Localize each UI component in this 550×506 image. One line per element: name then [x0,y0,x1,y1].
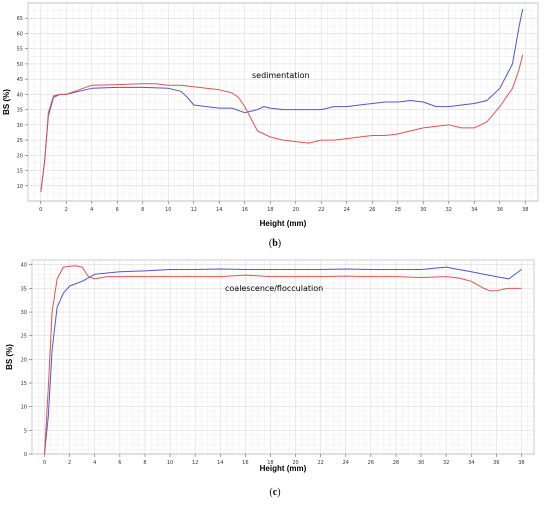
chart-c-x-tick-label: 12 [192,460,198,466]
chart-b-series-1-line [40,8,524,192]
chart-c-x-tick-label: 26 [368,460,374,466]
chart-b-y-tick-label: 15 [17,169,23,175]
chart-b-x-tick-label: 32 [446,207,452,213]
chart-b-caption: (b) [269,238,281,249]
caption-paren-open: ( [269,487,273,498]
chart-c-x-tick-label: 14 [217,460,223,466]
chart-c-x-tick-label: 20 [292,460,298,466]
chart-b-x-tick-label: 24 [344,207,350,213]
chart-b-y-axis-label: BS (%) [2,89,11,115]
chart-c-x-tick-label: 32 [443,460,449,466]
chart-b-x-tick-label: 14 [216,207,222,213]
chart-b-x-tick-label: 22 [318,207,324,213]
chart-b-x-tick-label: 20 [293,207,299,213]
chart-c-y-axis-label: BS (%) [5,344,14,370]
chart-c-y-tick-label: 10 [21,405,27,411]
chart-c-y-tick-label: 30 [21,310,27,316]
chart-c-x-tick-label: 36 [493,460,499,466]
chart-b-y-tick-label: 65 [17,16,23,22]
chart-c-x-tick-label: 8 [143,460,146,466]
chart-b: 0 2 4 6 8 10 12 14 16 18 20 22 24 26 28 30 32 34 36 3810152… [2,2,539,249]
chart-c-y-tick-label: 35 [21,286,27,292]
caption-paren-close: ) [277,487,280,498]
chart-b-x-tick-label: 26 [369,207,375,213]
chart-c-x-tick-label: 6 [118,460,121,466]
chart-b-y-tick-label: 40 [17,92,23,98]
chart-b-x-tick-label: 34 [471,207,477,213]
chart-c-x-tick-label: 16 [242,460,248,466]
chart-c-series-1-line [44,266,522,455]
chart-b-x-tick-label: 28 [395,207,401,213]
chart-b-x-tick-label: 8 [141,207,144,213]
chart-b-x-tick-label: 36 [497,207,503,213]
chart-b-x-tick-label: 38 [522,207,528,213]
chart-c-grid [31,259,535,455]
chart-b-x-tick-label: 6 [116,207,119,213]
chart-b-series-2-line [40,54,524,192]
caption-paren-close: ) [278,238,281,249]
chart-b-x-tick-label: 30 [420,207,426,213]
chart-c-y-tick-label: 15 [21,381,27,387]
caption-letter: b [272,238,278,249]
chart-c-x-tick-label: 18 [267,460,273,466]
chart-b-y-tick-label: 50 [17,62,23,68]
chart-b-x-tick-label: 4 [90,207,93,213]
chart-b-y-tick-label: 35 [17,108,23,114]
chart-c-y-tick-label: 5 [24,428,27,434]
chart-c-x-tick-label: 10 [167,460,173,466]
chart-b-y-tick-label: 60 [17,31,23,37]
chart-b-annotation: sedimentation [252,71,310,80]
caption-paren-open: ( [269,238,273,249]
chart-b-y-tick-label: 45 [17,77,23,83]
chart-b-x-tick-label: 18 [267,207,273,213]
chart-b-y-tick-label: 10 [17,184,23,190]
chart-c-caption: (c) [269,487,280,498]
chart-c-series-2-line [44,265,522,455]
chart-c-x-tick-label: 30 [418,460,424,466]
chart-c-x-tick-label: 24 [343,460,349,466]
chart-c-x-tick-label: 4 [93,460,96,466]
chart-c-y-tick-label: 0 [24,452,27,458]
chart-b-x-tick-label: 0 [39,207,42,213]
chart-c-x-tick-label: 0 [43,460,46,466]
chart-c-annotation: coalescence/flocculation [225,284,323,293]
chart-b-x-tick-label: 16 [242,207,248,213]
chart-c-x-tick-label: 28 [393,460,399,466]
chart-c-x-tick-label: 34 [468,460,474,466]
chart-c: 0 2 4 6 8 10 12 14 16 18 20 22 24 26 28 30 32 34 36 3805101… [5,259,535,498]
caption-letter: c [273,487,278,498]
chart-b-y-tick-label: 25 [17,138,23,144]
chart-b-y-tick-label: 30 [17,123,23,129]
chart-c-y-tick-label: 25 [21,334,27,340]
chart-b-y-tick-label: 55 [17,47,23,53]
chart-b-x-tick-label: 2 [65,207,68,213]
chart-c-x-tick-label: 22 [317,460,323,466]
chart-b-x-axis-label: Height (mm) [260,219,307,228]
chart-c-y-tick-label: 40 [21,263,27,269]
chart-c-x-tick-label: 38 [518,460,524,466]
chart-b-y-tick-label: 20 [17,153,23,159]
chart-b-grid [27,2,539,202]
chart-c-y-tick-label: 20 [21,357,27,363]
chart-b-x-tick-label: 12 [191,207,197,213]
chart-c-x-axis-label: Height (mm) [260,464,307,473]
chart-c-x-tick-label: 2 [68,460,71,466]
chart-b-x-tick-label: 10 [165,207,171,213]
